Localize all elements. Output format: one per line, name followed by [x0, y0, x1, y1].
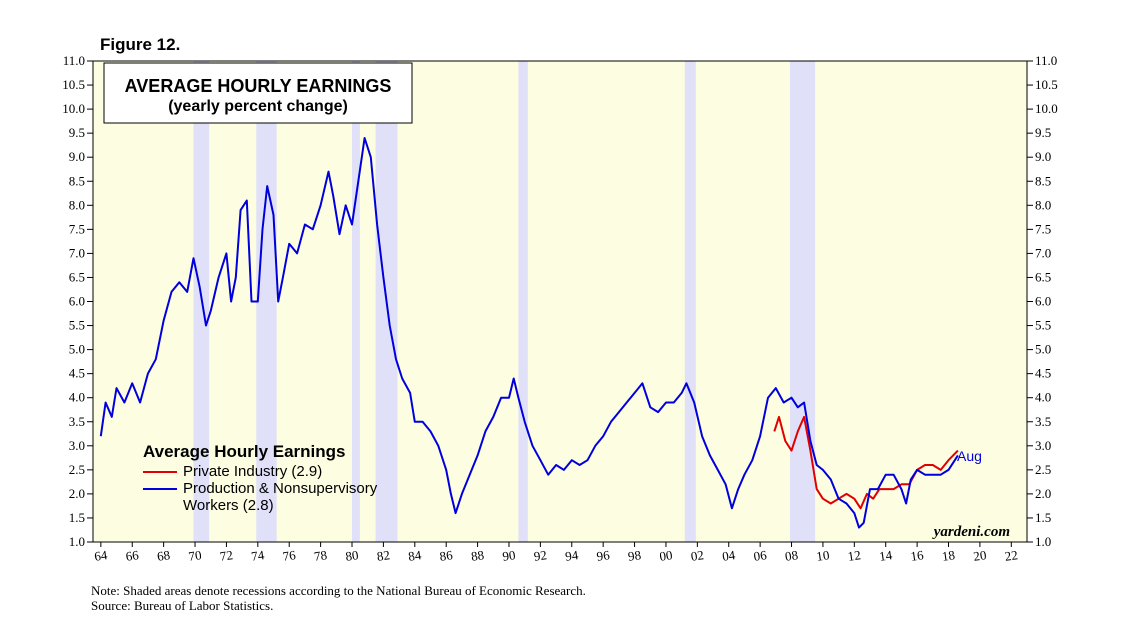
- recession-band: [518, 61, 528, 542]
- y-tick-label: 9.5: [1035, 125, 1051, 140]
- legend-item: Private Industry (2.9): [143, 463, 403, 480]
- y-tick-label: 3.5: [1035, 414, 1051, 429]
- x-tick-label: 18: [941, 547, 956, 564]
- y-tick-label: 8.5: [69, 173, 85, 188]
- y-tick-label: 7.0: [69, 245, 85, 260]
- y-tick-label: 8.5: [1035, 173, 1051, 188]
- x-tick-label: 90: [501, 547, 516, 564]
- y-tick-label: 3.0: [69, 438, 85, 453]
- y-tick-label: 10.0: [62, 101, 85, 116]
- y-tick-label: 5.0: [69, 342, 85, 357]
- x-tick-label: 96: [596, 547, 611, 564]
- series-line: [773, 415, 959, 510]
- x-tick-label: 04: [721, 547, 736, 564]
- watermark: yardeni.com: [932, 524, 1010, 540]
- plot-background: [93, 61, 1027, 542]
- legend-title: Average Hourly Earnings: [143, 442, 346, 461]
- x-tick-label: 98: [627, 547, 642, 564]
- x-tick-label: 02: [690, 547, 705, 564]
- x-tick-label: 14: [878, 547, 893, 564]
- y-tick-label: 4.0: [1035, 390, 1051, 405]
- x-tick-label: 78: [313, 547, 328, 564]
- legend-label: Production & Nonsupervisory Workers (2.8…: [183, 480, 378, 514]
- y-tick-label: 6.0: [1035, 294, 1051, 309]
- x-tick-label: 72: [219, 547, 234, 564]
- legend-item: Production & Nonsupervisory Workers (2.8…: [143, 480, 403, 514]
- figure-label: Figure 12.: [100, 35, 180, 54]
- chart-subtitle: (yearly percent change): [168, 98, 348, 115]
- x-tick-label: 86: [439, 547, 454, 564]
- recession-band: [684, 61, 696, 542]
- y-tick-label: 9.0: [69, 149, 85, 164]
- y-tick-label: 5.0: [1035, 342, 1051, 357]
- x-tick-label: 10: [815, 547, 830, 564]
- recession-band: [789, 61, 816, 542]
- y-tick-label: 8.0: [1035, 197, 1051, 212]
- y-tick-label: 9.5: [69, 125, 85, 140]
- y-tick-label: 9.0: [1035, 149, 1051, 164]
- x-tick-label: 76: [282, 547, 297, 564]
- y-tick-label: 6.5: [1035, 269, 1051, 284]
- y-tick-label: 7.0: [1035, 245, 1051, 260]
- y-tick-label: 2.0: [69, 486, 85, 501]
- x-tick-label: 92: [533, 547, 548, 564]
- y-tick-label: 5.5: [69, 318, 85, 333]
- y-tick-label: 2.0: [1035, 486, 1051, 501]
- y-tick-label: 6.5: [69, 269, 85, 284]
- series-line: [99, 137, 959, 529]
- note: Source: Bureau of Labor Statistics.: [91, 598, 273, 613]
- y-tick-label: 7.5: [1035, 221, 1051, 236]
- x-tick-label: 16: [910, 547, 925, 564]
- y-tick-label: 10.0: [1035, 101, 1058, 116]
- y-tick-label: 2.5: [1035, 462, 1051, 477]
- x-tick-label: 20: [972, 547, 987, 564]
- legend-swatch: [143, 488, 177, 490]
- y-tick-label: 3.5: [69, 414, 85, 429]
- x-tick-label: 12: [847, 547, 862, 564]
- x-tick-label: 94: [564, 547, 579, 564]
- recession-band: [352, 61, 360, 542]
- x-tick-label: 88: [470, 547, 485, 564]
- y-tick-label: 5.5: [1035, 318, 1051, 333]
- y-tick-label: 4.5: [1035, 366, 1051, 381]
- y-tick-label: 1.0: [1035, 534, 1051, 549]
- y-tick-label: 11.0: [63, 53, 85, 68]
- x-tick-label: 68: [156, 547, 171, 564]
- annotation: Aug: [957, 448, 982, 464]
- legend-swatch: [143, 471, 177, 473]
- note: Note: Shaded areas denote recessions acc…: [91, 583, 586, 598]
- y-tick-label: 1.5: [1035, 510, 1051, 525]
- x-tick-label: 66: [125, 547, 140, 564]
- chart-title: AVERAGE HOURLY EARNINGS: [125, 76, 392, 96]
- y-tick-label: 8.0: [69, 197, 85, 212]
- x-tick-label: 08: [784, 547, 799, 564]
- x-tick-label: 22: [1004, 547, 1019, 564]
- y-tick-label: 4.5: [69, 366, 85, 381]
- y-tick-label: 7.5: [69, 221, 85, 236]
- x-tick-label: 74: [250, 547, 265, 564]
- x-tick-label: 64: [93, 547, 108, 564]
- x-tick-label: 06: [753, 547, 768, 564]
- x-tick-label: 00: [658, 547, 673, 564]
- y-tick-label: 10.5: [1035, 77, 1058, 92]
- y-tick-label: 3.0: [1035, 438, 1051, 453]
- y-tick-label: 2.5: [69, 462, 85, 477]
- y-tick-label: 1.0: [69, 534, 85, 549]
- x-tick-label: 82: [376, 547, 391, 564]
- legend: Average Hourly Earnings Private Industry…: [143, 443, 423, 514]
- y-tick-label: 11.0: [1035, 53, 1057, 68]
- x-tick-label: 70: [187, 547, 202, 564]
- legend-label: Private Industry (2.9): [183, 463, 323, 480]
- x-tick-label: 80: [344, 547, 359, 564]
- y-tick-label: 10.5: [62, 77, 85, 92]
- y-tick-label: 1.5: [69, 510, 85, 525]
- y-tick-label: 6.0: [69, 294, 85, 309]
- y-tick-label: 4.0: [69, 390, 85, 405]
- title-box: [103, 62, 413, 124]
- x-tick-label: 84: [407, 547, 422, 564]
- recession-band: [256, 61, 277, 542]
